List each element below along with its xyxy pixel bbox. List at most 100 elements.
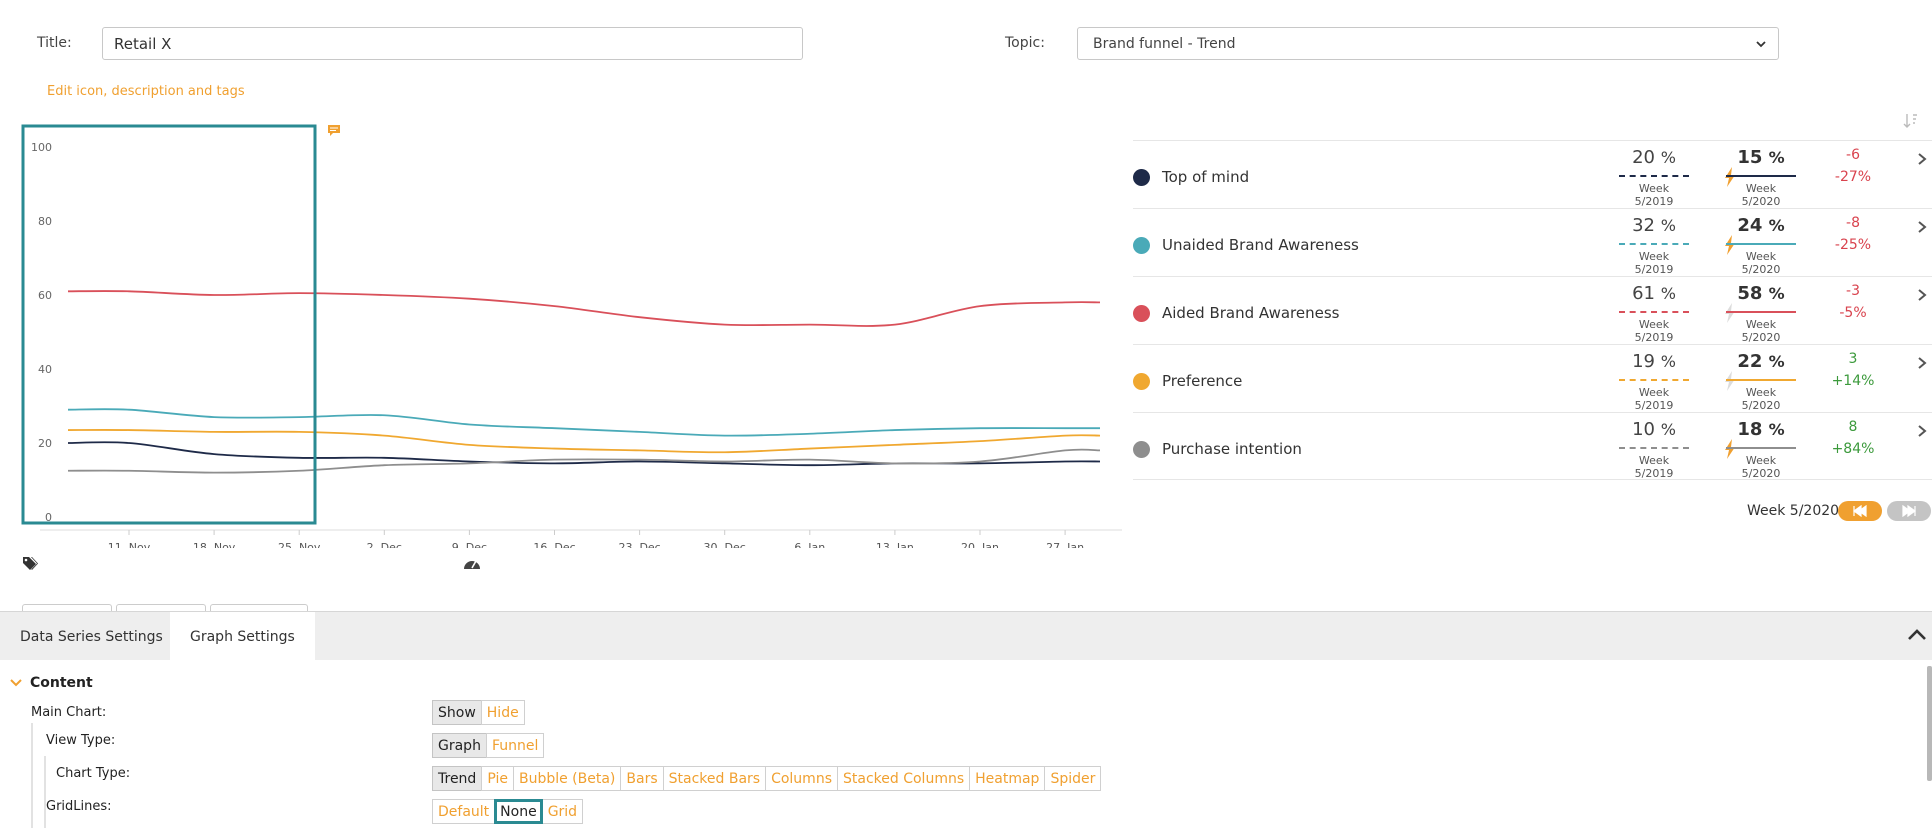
chevron-right-icon[interactable] [1916, 424, 1928, 438]
chevron-right-icon[interactable] [1916, 220, 1928, 234]
current-week-label: Week 5/2020 [1741, 182, 1781, 208]
current-week-label: Week 5/2020 [1741, 386, 1781, 412]
chart-type-bars-button[interactable]: Bars [620, 766, 664, 791]
y-tick-label: 40 [38, 363, 52, 376]
chart-type-spider-button[interactable]: Spider [1044, 766, 1102, 791]
chart-type-bubble-button[interactable]: Bubble (Beta) [512, 766, 622, 791]
current-value-line [1726, 311, 1796, 313]
series-line-preference [67, 429, 1101, 454]
mini-tab[interactable] [116, 604, 206, 611]
chevron-right-icon[interactable] [1916, 152, 1928, 166]
main-chart-show-button[interactable]: Show [432, 700, 482, 725]
content-section-toggle[interactable]: Content [10, 675, 93, 691]
title-input[interactable] [102, 27, 803, 60]
current-week-label: Week 5/2020 [1741, 250, 1781, 276]
topic-select-value: Brand funnel - Trend [1093, 35, 1236, 52]
x-tick-label: 18. Nov [193, 541, 236, 548]
comment-icon[interactable] [327, 124, 341, 137]
previous-value-number: 20 [1632, 147, 1655, 168]
topic-label: Topic: [1005, 35, 1045, 51]
x-tick-label: 23. Dec [618, 541, 660, 548]
previous-period-button[interactable] [1838, 501, 1882, 521]
previous-value-line [1619, 311, 1689, 313]
percent-sign: % [1660, 216, 1676, 235]
previous-week-label: Week 5/2019 [1634, 250, 1674, 276]
series-legend: Top of mind 20 % Week 5/2019 15 % Week 5/202… [1133, 140, 1932, 480]
settings-panel-tabs: Data Series Settings Graph Settings [0, 611, 1932, 661]
tags-icon[interactable] [22, 556, 39, 571]
previous-value-number: 61 [1632, 283, 1655, 304]
content-section-title: Content [30, 675, 93, 691]
gauge-icon[interactable] [462, 555, 482, 571]
percent-sign: % [1660, 148, 1676, 167]
chart-type-stacked-columns-button[interactable]: Stacked Columns [837, 766, 971, 791]
series-color-dot [1133, 441, 1150, 458]
main-chart-hide-button[interactable]: Hide [480, 700, 525, 725]
chart-type-stacked-bars-button[interactable]: Stacked Bars [662, 766, 767, 791]
percent-sign: % [1768, 420, 1785, 439]
delta-absolute: -6 [1846, 147, 1860, 163]
previous-value: 10 % [1619, 419, 1689, 440]
current-week-label: Week 5/2020 [1741, 318, 1781, 344]
gridlines-default-button[interactable]: Default [432, 799, 496, 824]
chevron-up-icon[interactable] [1906, 627, 1928, 641]
legend-row[interactable]: Aided Brand Awareness 61 % Week 5/2019 58 %… [1133, 276, 1932, 344]
gridlines-label: GridLines: [46, 799, 112, 814]
x-tick-label: 13. Jan [876, 541, 914, 548]
previous-week-label: Week 5/2019 [1634, 454, 1674, 480]
legend-row[interactable]: Unaided Brand Awareness 32 % Week 5/2019 24… [1133, 208, 1932, 276]
gridlines-none-button[interactable]: None [494, 799, 543, 824]
previous-value: 19 % [1619, 351, 1689, 372]
percent-sign: % [1768, 352, 1785, 371]
gridlines-grid-button[interactable]: Grid [541, 799, 584, 824]
series-name: Purchase intention [1162, 440, 1302, 458]
y-tick-label: 60 [38, 289, 52, 302]
sort-icon[interactable] [1903, 112, 1919, 130]
series-color-dot [1133, 237, 1150, 254]
chart-type-heatmap-button[interactable]: Heatmap [969, 766, 1046, 791]
delta-relative: -5% [1839, 305, 1867, 321]
legend-row[interactable]: Purchase intention 10 % Week 5/2019 18 % Wee… [1133, 412, 1932, 480]
legend-row[interactable]: Top of mind 20 % Week 5/2019 15 % Week 5/202… [1133, 140, 1932, 208]
gridlines-toggle: Default None Grid [432, 799, 584, 824]
chart-type-toggle: Trend Pie Bubble (Beta) Bars Stacked Bar… [432, 766, 1102, 791]
legend-row[interactable]: Preference 19 % Week 5/2019 22 % Week 5/2020… [1133, 344, 1932, 412]
chart-type-pie-button[interactable]: Pie [481, 766, 514, 791]
view-type-graph-button[interactable]: Graph [432, 733, 487, 758]
edit-icon-description-tags-link[interactable]: Edit icon, description and tags [47, 84, 245, 99]
settings-scrollbar[interactable] [1927, 666, 1932, 781]
previous-value-number: 32 [1632, 215, 1655, 236]
chevron-right-icon[interactable] [1916, 356, 1928, 370]
current-value-line [1726, 379, 1796, 381]
chart-type-trend-button[interactable]: Trend [432, 766, 483, 791]
x-tick-label: 25. Nov [278, 541, 321, 548]
topic-select[interactable]: Brand funnel - Trend [1077, 27, 1779, 60]
series-color-dot [1133, 169, 1150, 186]
main-chart-label: Main Chart: [31, 705, 107, 720]
mini-tab[interactable] [22, 604, 112, 611]
previous-week-label: Week 5/2019 [1634, 318, 1674, 344]
x-tick-label: 9. Dec [452, 541, 487, 548]
lightning-icon [1725, 303, 1735, 323]
y-tick-label: 100 [31, 141, 52, 154]
mini-tab[interactable] [210, 604, 308, 611]
current-value: 58 % [1726, 283, 1796, 304]
current-value-line [1726, 447, 1796, 449]
x-tick-label: 6. Jan [794, 541, 825, 548]
current-value-number: 18 [1737, 419, 1763, 440]
title-label: Title: [37, 35, 72, 51]
previous-week-label: Week 5/2019 [1634, 386, 1674, 412]
next-period-button[interactable] [1887, 501, 1931, 521]
current-value: 24 % [1726, 215, 1796, 236]
chevron-right-icon[interactable] [1916, 288, 1928, 302]
series-name: Preference [1162, 372, 1243, 390]
tab-data-series-settings[interactable]: Data Series Settings [20, 628, 163, 645]
chevron-down-icon [10, 679, 22, 687]
tab-graph-settings[interactable]: Graph Settings [170, 612, 315, 661]
y-tick-label: 80 [38, 215, 52, 228]
delta-relative: +84% [1831, 441, 1875, 457]
previous-value-line [1619, 447, 1689, 449]
chart-type-columns-button[interactable]: Columns [765, 766, 838, 791]
previous-value: 61 % [1619, 283, 1689, 304]
view-type-funnel-button[interactable]: Funnel [485, 733, 545, 758]
